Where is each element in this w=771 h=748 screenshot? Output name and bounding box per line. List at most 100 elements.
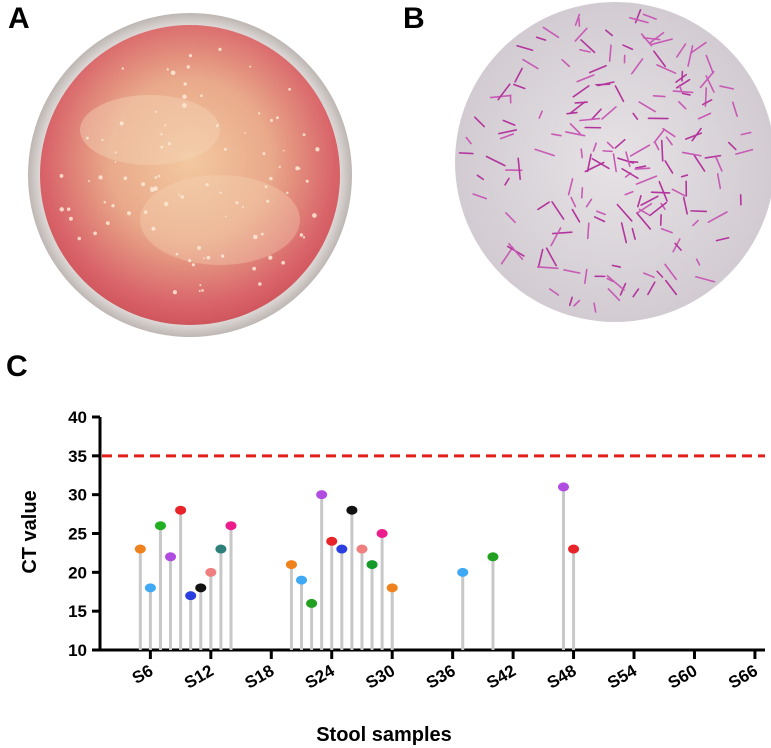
colony-dot	[270, 118, 273, 122]
colony-dot	[302, 133, 306, 137]
colony-dot	[154, 176, 158, 179]
colony-dot	[160, 145, 164, 149]
bacillus-rod	[563, 269, 581, 274]
lollipop-point	[326, 536, 338, 546]
bacillus-rod	[566, 111, 578, 115]
colony-dot	[143, 210, 148, 215]
bacillus-rod	[634, 165, 647, 169]
bacillus-rod	[584, 268, 588, 285]
bacillus-rod	[586, 153, 592, 173]
agar-plate-image	[28, 13, 352, 337]
bacillus-rod	[691, 127, 702, 142]
colony-dot	[260, 232, 264, 236]
bacillus-rod	[595, 210, 606, 216]
bacillus-rod	[665, 136, 673, 146]
bacillus-rod	[636, 212, 652, 230]
lollipop-point	[185, 591, 197, 601]
colony-dot	[224, 215, 227, 218]
bacillus-rod	[591, 157, 610, 170]
bacillus-rod	[569, 123, 581, 135]
bacillus-rod	[611, 264, 622, 268]
bacillus-rod	[542, 26, 560, 39]
colony-dot	[123, 176, 128, 181]
lollipop-point	[296, 575, 308, 585]
panel-label-b: B	[403, 2, 425, 35]
bacillus-rod	[585, 198, 593, 208]
bacillus-rod	[731, 101, 738, 118]
bacillus-rod	[574, 101, 588, 104]
bacillus-rod	[592, 142, 597, 152]
bacillus-rod	[675, 73, 688, 83]
bacillus-rod	[617, 157, 635, 164]
colony-dot	[249, 65, 252, 68]
panel-label-c: C	[6, 350, 28, 383]
colony-dot	[295, 166, 300, 171]
bacillus-rod	[695, 275, 716, 283]
bacillus-rod	[607, 288, 621, 302]
colony-dot	[200, 94, 203, 98]
bacillus-rod	[681, 151, 702, 157]
bacillus-rod	[571, 208, 581, 223]
bacillus-rod	[473, 116, 486, 128]
lollipop-point	[205, 567, 217, 577]
bacillus-rod	[632, 112, 639, 120]
y-axis-title: CT value	[19, 490, 41, 573]
colony-dot	[302, 236, 306, 239]
colony-dot	[269, 176, 273, 181]
colony-dot	[59, 207, 64, 212]
bacillus-rod	[517, 157, 521, 181]
y-tick-label: 40	[68, 408, 87, 427]
bacillus-rod	[606, 275, 625, 291]
colony-dot	[235, 201, 239, 205]
bacillus-rod	[715, 156, 723, 172]
bacillus-rod	[704, 154, 722, 159]
colony-dot	[163, 201, 169, 207]
bacillus-rod	[624, 190, 634, 196]
lollipop-point	[165, 552, 177, 562]
bacillus-rod	[705, 54, 714, 74]
bacillus-rod	[684, 132, 703, 140]
colony-dot	[59, 174, 64, 178]
lollipop-point	[568, 544, 580, 554]
colony-dot	[266, 199, 270, 203]
bacillus-rod	[485, 155, 506, 167]
bacillus-rod	[549, 288, 560, 296]
bacillus-rod	[574, 27, 588, 42]
x-tick-label: S42	[483, 661, 519, 693]
colony-dot	[182, 94, 187, 100]
bacillus-rod	[476, 174, 485, 181]
x-tick-label: S54	[604, 661, 640, 693]
bacillus-rod	[680, 174, 689, 178]
y-tick-label: 30	[68, 486, 87, 505]
colony-dot	[155, 110, 158, 113]
bacillus-rod	[649, 201, 668, 217]
bacillus-rod	[502, 119, 516, 126]
x-tick-label: S60	[665, 661, 701, 693]
bacillus-rod	[574, 13, 581, 26]
bacillus-rod	[514, 67, 523, 83]
colony-dot	[153, 186, 158, 191]
lollipop-point	[195, 583, 207, 593]
lollipop-point	[215, 544, 227, 554]
bacterial-colonies	[59, 47, 320, 295]
bacillus-rod	[580, 148, 583, 159]
bacillus-rod	[580, 39, 596, 54]
colony-dot	[281, 260, 286, 265]
lollipop-point	[144, 583, 156, 593]
bacillus-rod	[658, 180, 668, 202]
y-tick-label: 25	[68, 525, 87, 544]
bacillus-rod	[630, 58, 644, 75]
bacillus-rod	[573, 299, 581, 307]
bacillus-rod	[612, 153, 618, 173]
lollipop-point	[557, 482, 569, 492]
colony-dot	[258, 282, 262, 286]
colony-dot	[186, 65, 190, 69]
colony-dot	[191, 263, 196, 267]
bacillus-rod	[632, 288, 640, 298]
bacillus-rod	[727, 141, 737, 151]
bacillus-rod	[508, 242, 524, 260]
bacillus-rod	[654, 142, 660, 151]
bacillus-rod	[707, 211, 728, 224]
bacillus-rod	[631, 228, 636, 241]
x-tick-label: S48	[544, 661, 580, 693]
